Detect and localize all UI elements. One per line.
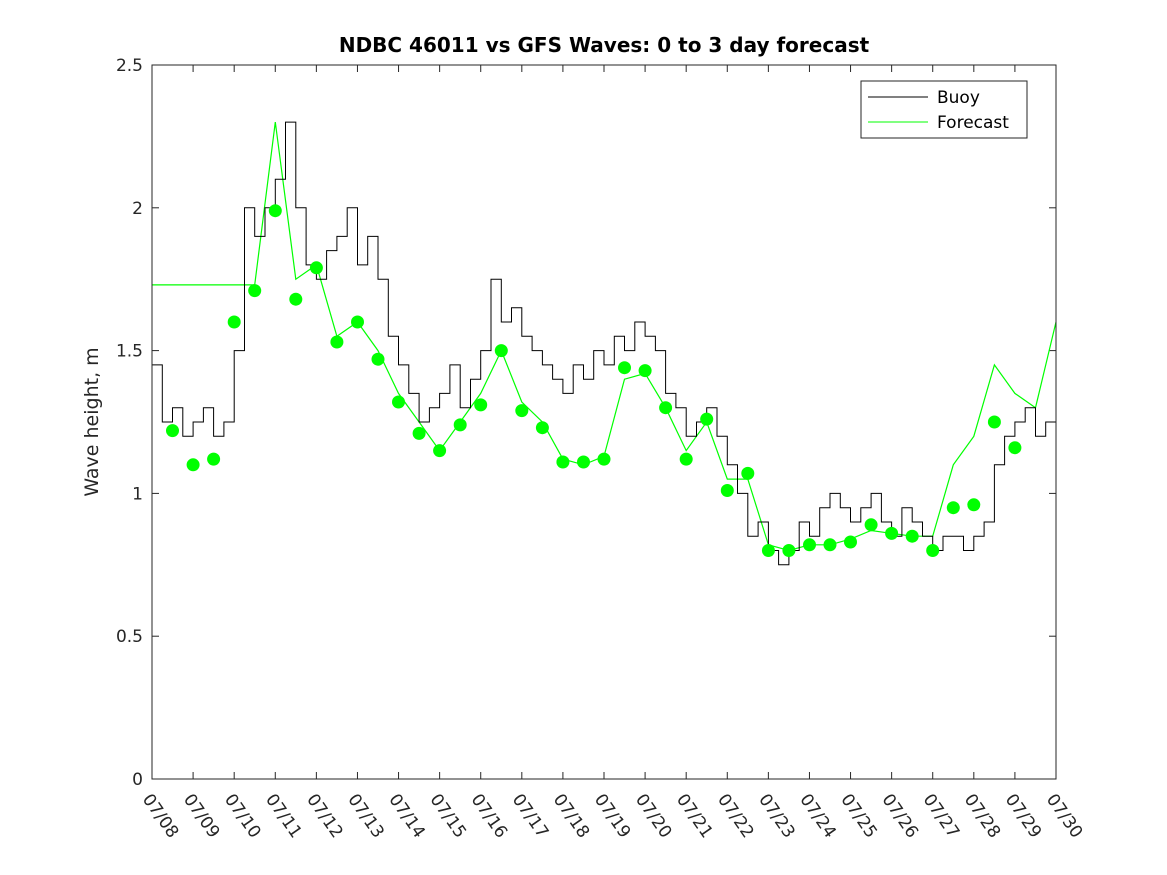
y-axis-label: Wave height, m bbox=[81, 347, 103, 496]
y-tick-label: 0.5 bbox=[116, 627, 143, 647]
chart-title: NDBC 46011 vs GFS Waves: 0 to 3 day fore… bbox=[339, 33, 870, 57]
forecast-point bbox=[864, 518, 878, 532]
y-tick-label: 2.5 bbox=[116, 56, 143, 76]
forecast-point bbox=[905, 529, 919, 543]
forecast-point bbox=[309, 261, 323, 275]
forecast-point bbox=[885, 526, 899, 540]
forecast-point bbox=[207, 452, 221, 466]
forecast-point bbox=[987, 415, 1001, 429]
legend: Buoy Forecast bbox=[860, 80, 1028, 139]
y-tick-label: 1 bbox=[132, 484, 143, 504]
forecast-point bbox=[577, 455, 590, 469]
y-tick-label: 0 bbox=[132, 770, 143, 790]
forecast-point bbox=[659, 401, 673, 415]
forecast-point bbox=[371, 352, 385, 366]
forecast-point bbox=[1008, 441, 1022, 455]
forecast-point bbox=[268, 204, 282, 218]
forecast-point bbox=[926, 544, 940, 557]
forecast-point bbox=[741, 466, 755, 480]
forecast-point bbox=[453, 418, 467, 432]
forecast-point bbox=[186, 458, 200, 472]
forecast-point bbox=[761, 544, 775, 557]
legend-buoy-label: Buoy bbox=[937, 88, 980, 108]
plot-area bbox=[152, 121, 1057, 566]
forecast-point bbox=[720, 484, 734, 497]
forecast-point bbox=[782, 544, 796, 557]
forecast-point bbox=[166, 424, 179, 438]
forecast-point bbox=[967, 498, 981, 512]
forecast-point bbox=[946, 501, 960, 515]
forecast-point bbox=[700, 412, 714, 426]
plot-frame bbox=[151, 64, 1057, 780]
forecast-point bbox=[351, 315, 364, 329]
forecast-point bbox=[248, 284, 262, 298]
forecast-point bbox=[289, 292, 303, 306]
forecast-point bbox=[433, 444, 447, 458]
y-ticks: 0 0.5 1 1.5 2 2.5 bbox=[116, 56, 1056, 790]
forecast-point bbox=[618, 361, 631, 375]
forecast-point bbox=[844, 535, 857, 549]
forecast-point bbox=[227, 315, 241, 329]
forecast-point bbox=[823, 538, 837, 552]
forecast-point bbox=[494, 344, 508, 358]
legend-forecast-label: Forecast bbox=[937, 113, 1009, 133]
buoy-line bbox=[152, 121, 1057, 566]
forecast-point bbox=[679, 452, 693, 466]
forecast-point bbox=[535, 421, 549, 435]
y-tick-label: 2 bbox=[132, 199, 143, 219]
y-tick-label: 1.5 bbox=[116, 342, 143, 362]
forecast-point bbox=[330, 335, 344, 349]
forecast-point bbox=[638, 364, 652, 378]
forecast-point bbox=[556, 455, 570, 469]
legend-box bbox=[860, 80, 1028, 139]
forecast-point bbox=[392, 395, 405, 409]
forecast-point bbox=[515, 404, 529, 418]
forecast-point bbox=[803, 538, 816, 552]
forecast-point bbox=[597, 452, 611, 466]
forecast-point bbox=[474, 398, 488, 412]
forecast-point bbox=[412, 426, 426, 440]
